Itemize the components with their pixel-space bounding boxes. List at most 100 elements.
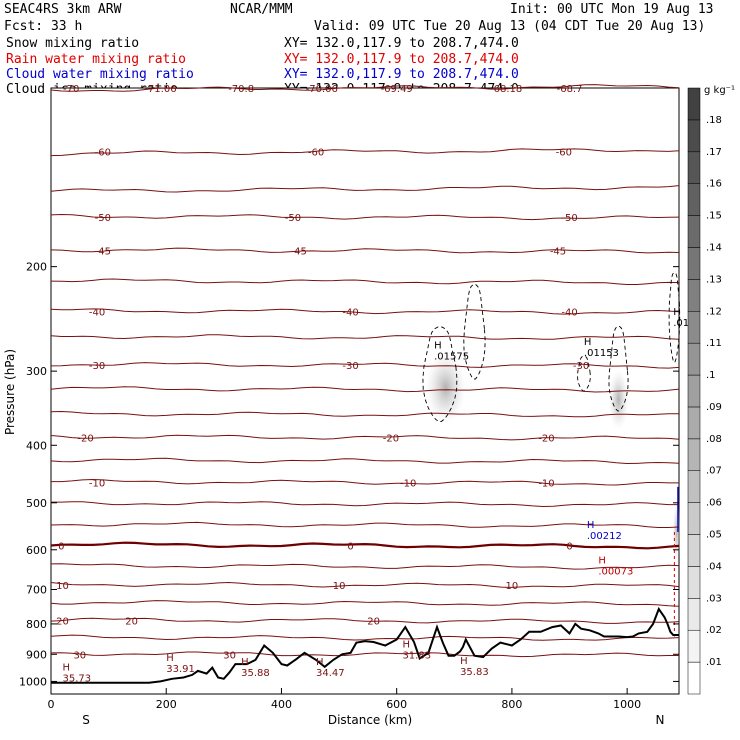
center-name: NCAR/MMM: [230, 2, 293, 17]
y-tick-label: 500: [26, 497, 47, 510]
isotherm-label: -30: [89, 361, 105, 372]
x-tick-label: 200: [156, 698, 177, 711]
isotherm-line: [50, 362, 680, 369]
max-value: 35.88: [241, 668, 270, 679]
y-tick-label: 300: [26, 365, 47, 378]
max-value: 35.83: [460, 667, 489, 678]
max-value: .01153: [584, 348, 619, 359]
top-isotherm-label: -70.06: [306, 84, 338, 95]
field-name-rain: Rain water mixing ratio: [6, 52, 186, 67]
colorbar-tick-label: .16: [706, 179, 722, 190]
xy-range-rain: XY= 132.0,117.9 to 208.7,474.0: [284, 52, 519, 67]
colorbar-bin: [687, 279, 701, 312]
isotherm-line: [50, 521, 680, 528]
isotherm-label: 20: [125, 617, 138, 628]
colorbar-bin: [687, 342, 701, 376]
isotherm-line: [50, 600, 680, 607]
isotherm-label: 10: [56, 581, 69, 592]
terrain-line: [51, 606, 679, 684]
plot-frame: [50, 87, 680, 695]
max-value: .00212: [587, 531, 622, 542]
max-marker: H: [63, 662, 71, 673]
isotherm-line: [50, 634, 680, 641]
max-marker: H: [673, 307, 681, 318]
colorbar-bin: [687, 661, 701, 695]
x-tick-label: 1000: [613, 698, 641, 711]
colorbar-tick-label: .04: [706, 561, 722, 572]
max-value: 31.83: [402, 651, 431, 662]
isotherm-line: [50, 457, 680, 465]
colorbar-tick-label: .01: [706, 657, 722, 668]
isotherm-label: -60: [556, 148, 572, 159]
top-isotherm-label: -71.06: [144, 84, 176, 95]
max-marker: H: [584, 337, 592, 348]
isotherm-label: -45: [95, 247, 111, 258]
isotherm-line: [50, 581, 680, 588]
isotherm-line: [51, 501, 679, 508]
colorbar-bin: [687, 406, 701, 440]
max-marker: H: [166, 653, 174, 664]
isotherm-line: [50, 563, 680, 570]
isotherm-label: -50: [95, 213, 111, 224]
isotherm-line: [50, 386, 680, 393]
isotherm-line: [50, 278, 680, 285]
colorbar-bin: [687, 502, 701, 535]
y-tick-label: 700: [26, 584, 47, 597]
x-axis-title: Distance (km): [328, 713, 412, 727]
isotherm-label: -50: [561, 213, 577, 224]
terrain: [51, 606, 679, 684]
max-value: 33.91: [166, 664, 195, 675]
colorbar-tick-label: .11: [706, 338, 722, 349]
isotherm-label: 10: [333, 581, 346, 592]
isotherm-line: [50, 651, 679, 658]
ice-contour: [668, 272, 681, 363]
isotherms: [50, 84, 680, 658]
colorbar-bin: [687, 119, 701, 153]
y-tick-label: 800: [26, 618, 47, 631]
valid-time: Valid: 09 UTC Tue 20 Aug 13 (04 CDT Tue …: [314, 19, 705, 34]
colorbar-tick-label: .09: [706, 402, 722, 413]
colorbar-tick-label: .17: [706, 147, 722, 158]
max-value: .00073: [598, 566, 633, 577]
max-marker: H: [460, 656, 468, 667]
colorbar-bin: [687, 215, 701, 248]
max-value: 34.47: [316, 668, 345, 679]
isotherm-line: [50, 213, 680, 221]
isotherm-label: 20: [56, 617, 69, 628]
colorbar-tick-label: .15: [706, 211, 722, 222]
y-tick-label: 400: [26, 439, 47, 452]
top-isotherm-label: -70: [63, 84, 79, 95]
ice-contours: [422, 272, 681, 637]
isotherm-label: -40: [342, 307, 358, 318]
max-value: .01575: [434, 352, 469, 363]
colorbar-bin: [687, 598, 701, 631]
isotherm-line: [50, 84, 680, 92]
isotherm-line: [50, 148, 680, 157]
colorbar-tick-label: .06: [706, 498, 722, 509]
max-marker: H: [598, 555, 606, 566]
isotherm-line: [51, 478, 679, 486]
isotherm-label: -50: [285, 213, 301, 224]
field-name-snow: Snow mixing ratio: [6, 36, 139, 51]
top-isotherm-label: -69.49: [381, 84, 413, 95]
top-isotherm-label: -68.18: [490, 84, 522, 95]
isotherm-line: [50, 541, 680, 550]
isotherm-label: 0: [566, 541, 572, 552]
field-name-cloud-water: Cloud water mixing ratio: [6, 67, 194, 82]
ice-contour: [577, 355, 591, 392]
isotherm-label: -20: [383, 433, 399, 444]
x-tick-label: 400: [271, 698, 292, 711]
isotherm-label: -45: [291, 247, 307, 258]
y-tick-label: 1000: [19, 675, 47, 688]
left-endpoint: S: [82, 713, 90, 727]
forecast-hour: Fcst: 33 h: [4, 19, 82, 34]
colorbar-bin: [687, 438, 701, 471]
isotherm-line: [50, 185, 680, 193]
isotherm-line: [50, 334, 680, 340]
init-time: Init: 00 UTC Mon 19 Aug 13: [510, 2, 714, 17]
model-name: SEAC4RS 3km ARW: [4, 2, 122, 17]
isotherm-label: -10: [400, 478, 416, 489]
